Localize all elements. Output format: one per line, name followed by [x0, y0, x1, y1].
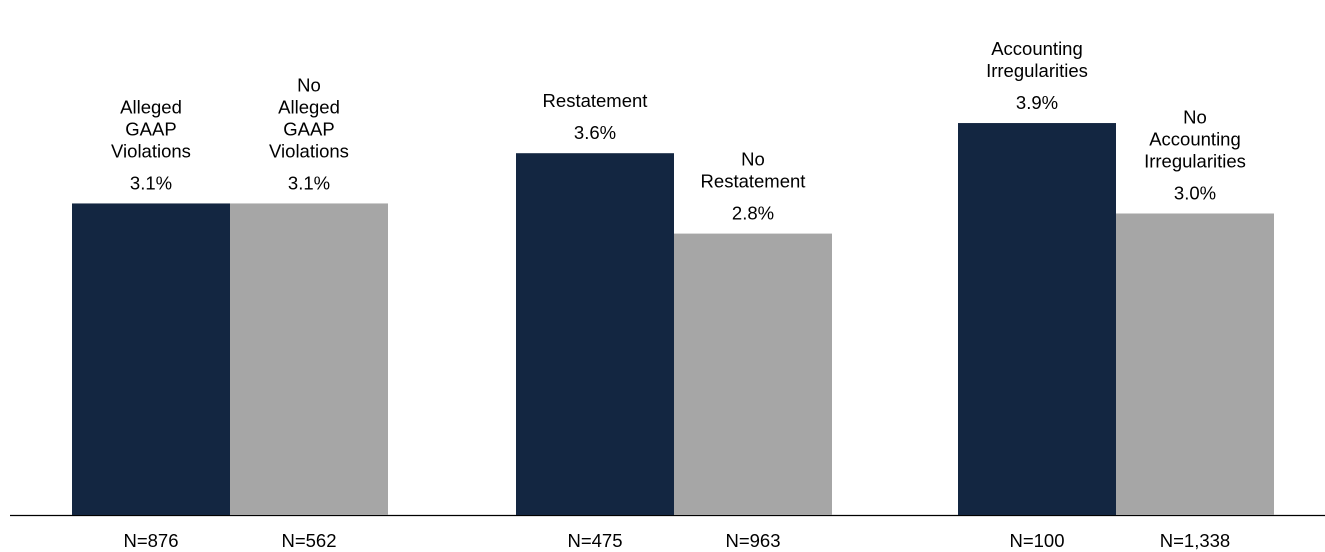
value-label: 3.9%	[1016, 92, 1058, 113]
category-label: GAAP	[125, 118, 176, 139]
tick-label: N=963	[725, 530, 780, 551]
bar	[958, 123, 1116, 516]
bar	[72, 203, 230, 515]
value-label: 3.1%	[288, 172, 330, 193]
category-label: No	[1183, 107, 1207, 128]
category-label: Accounting	[1149, 129, 1241, 150]
tick-label: N=475	[567, 530, 622, 551]
category-label: Restatement	[543, 90, 648, 111]
category-label: GAAP	[283, 118, 334, 139]
bar	[516, 153, 674, 515]
category-label: Alleged	[120, 96, 182, 117]
category-label: Restatement	[701, 171, 806, 192]
category-label: Alleged	[278, 96, 340, 117]
category-label: Violations	[269, 140, 349, 161]
tick-label: N=1,338	[1160, 530, 1230, 551]
category-label: Irregularities	[1144, 151, 1246, 172]
category-label: Irregularities	[986, 60, 1088, 81]
category-label: Accounting	[991, 38, 1083, 59]
bar	[230, 203, 388, 515]
tick-label: N=562	[281, 530, 336, 551]
value-label: 2.8%	[732, 203, 774, 224]
category-label: No	[741, 149, 765, 170]
bar	[674, 233, 832, 515]
bar	[1116, 213, 1274, 515]
value-label: 3.1%	[130, 172, 172, 193]
value-label: 3.6%	[574, 122, 616, 143]
tick-label: N=876	[123, 530, 178, 551]
category-label: Violations	[111, 140, 191, 161]
value-label: 3.0%	[1174, 183, 1216, 204]
tick-label: N=100	[1009, 530, 1064, 551]
category-label: No	[297, 74, 321, 95]
